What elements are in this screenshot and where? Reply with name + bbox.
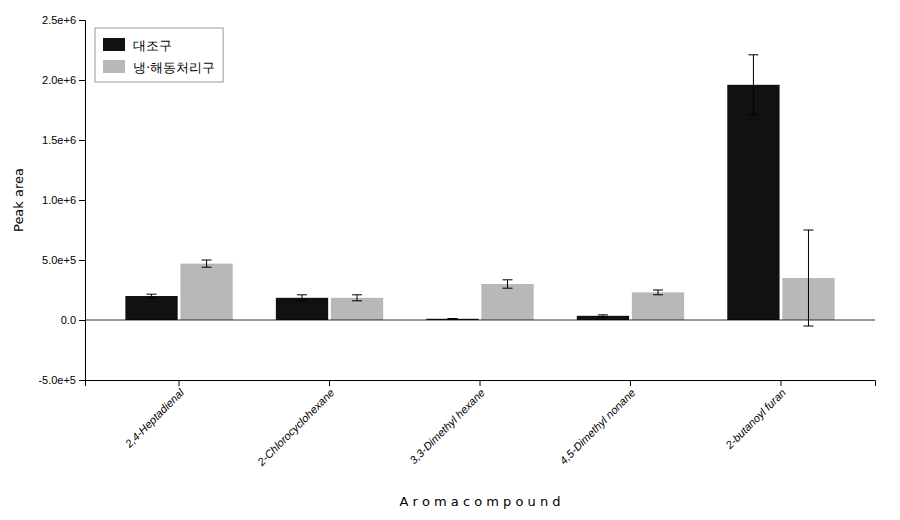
error-bar: [598, 315, 608, 317]
zero-line: [85, 320, 875, 321]
x-tick: 2-butanoyl furan: [723, 380, 788, 452]
y-tick-label: 1.0e+6: [42, 194, 76, 206]
error-bar: [447, 318, 457, 319]
x-tick-label: 3,3-Dimethyl hexane: [407, 386, 487, 466]
x-tick: 4,5-Dimethyl nonane: [557, 380, 637, 467]
x-tick: 2-Chlorocyclohexane: [254, 380, 336, 469]
x-tick-label: 2-Chlorocyclohexane: [254, 386, 336, 468]
bar: [577, 316, 629, 320]
y-tick: -5.0e+5: [38, 374, 85, 386]
y-tick-mark: [79, 20, 85, 21]
bar: [125, 296, 177, 320]
legend-swatch: [103, 60, 125, 73]
x-axis-title: A r o m a c o m p o u n d: [399, 494, 560, 509]
error-bars: [147, 55, 759, 319]
bar: [180, 264, 232, 320]
x-tick-mark: [329, 380, 330, 386]
y-tick-label: 2.5e+6: [42, 14, 76, 26]
error-bar: [803, 230, 813, 326]
error-bar: [147, 294, 157, 298]
legend-label: 냉·해동처리구: [133, 60, 215, 75]
legend-item: 대조구: [103, 38, 172, 53]
legend-box: [95, 28, 223, 82]
legend-swatch: [103, 38, 125, 51]
error-bar: [202, 260, 212, 267]
y-tick-mark: [79, 320, 85, 321]
y-tick: 0.0: [61, 314, 85, 326]
y-tick-mark: [79, 80, 85, 81]
x-tick-label: 2,4-Heptadienal: [122, 386, 187, 451]
y-tick-label: -5.0e+5: [38, 374, 76, 386]
x-tick-mark: [780, 380, 781, 386]
x-tick: 3,3-Dimethyl hexane: [407, 380, 487, 466]
y-axis-title: Peak area: [11, 168, 26, 232]
x-tick-mark: [179, 380, 180, 386]
y-tick: 1.0e+6: [42, 194, 85, 206]
x-tick-label: 2-butanoyl furan: [723, 386, 788, 451]
y-tick: 1.5e+6: [42, 134, 85, 146]
error-bar: [748, 55, 758, 115]
y-axis-line: [79, 21, 86, 381]
error-bar: [297, 295, 307, 301]
legend-item: 냉·해동처리구: [103, 60, 215, 75]
error-bar: [653, 290, 663, 295]
y-tick-mark: [79, 200, 85, 201]
error-bar: [352, 295, 362, 301]
x-tick-label: 4,5-Dimethyl nonane: [557, 386, 637, 466]
y-tick-label: 5.0e+5: [42, 254, 76, 266]
x-axis-line: [86, 381, 876, 387]
chart: -5.0e+5 0.0 5.0e+5 1.0e+6 1.5e+6 2.0e+6 2.5e+6…: [0, 0, 900, 520]
legend-label: 대조구: [133, 38, 172, 53]
error-bars: [202, 230, 814, 326]
y-tick-label: 1.5e+6: [42, 134, 76, 146]
x-tick-mark: [480, 380, 481, 386]
bar: [632, 292, 684, 320]
bar-series: [180, 264, 834, 320]
x-axis: 2,4-Heptadienal 2-Chlorocyclohexane 3,3-Di…: [86, 380, 876, 469]
y-tick: 2.0e+6: [42, 74, 85, 86]
y-tick-mark: [79, 380, 85, 381]
y-tick-label: 2.0e+6: [42, 74, 76, 86]
plot-area: -5.0e+5 0.0 5.0e+5 1.0e+6 1.5e+6 2.0e+6 2.5e+6…: [38, 14, 875, 469]
y-tick-mark: [79, 140, 85, 141]
y-tick: 5.0e+5: [42, 254, 85, 266]
y-tick-label: 0.0: [61, 314, 76, 326]
y-tick: 2.5e+6: [42, 14, 85, 26]
x-tick: 2,4-Heptadienal: [122, 380, 187, 450]
error-bar: [503, 280, 513, 288]
marks: [125, 55, 834, 326]
legend: 대조구냉·해동처리구: [95, 28, 223, 82]
x-tick-mark: [630, 380, 631, 386]
bar-series: [125, 85, 779, 320]
y-axis: -5.0e+5 0.0 5.0e+5 1.0e+6 1.5e+6 2.0e+6 2.5e+6: [38, 14, 85, 386]
bar: [481, 284, 533, 320]
y-tick-mark: [79, 260, 85, 261]
bar: [727, 85, 779, 320]
